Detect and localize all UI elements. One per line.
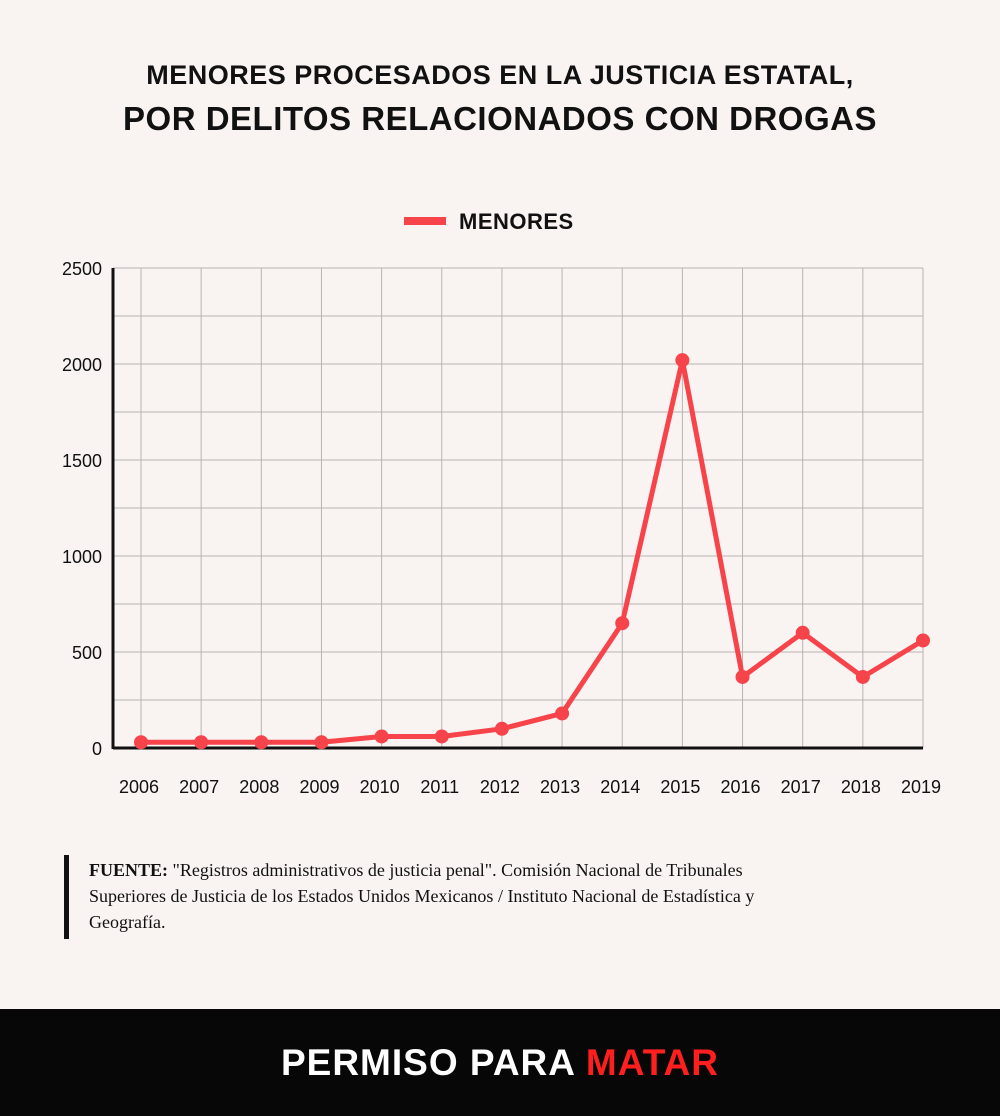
data-point	[735, 669, 750, 684]
y-tick-label: 0	[92, 739, 102, 759]
data-point	[254, 735, 269, 750]
y-tick-label: 1500	[62, 451, 102, 471]
y-tick-label: 1000	[62, 547, 102, 567]
data-point	[314, 735, 329, 750]
x-axis-ticks: 2006 2007 2008 2009 2010 2011 2012 2013 2014 2015…	[119, 777, 941, 797]
data-point	[795, 625, 810, 640]
brand-text-part-1: PERMISO PARA	[280, 1041, 586, 1083]
x-tick-label: 2011	[420, 777, 459, 797]
chart-title-line-2: POR DELITOS RELACIONADOS CON DROGAS	[123, 100, 877, 137]
footer-bar: PERMISO PARA MATAR	[0, 1009, 1000, 1116]
brand-logo: PERMISO PARA MATAR	[281, 1042, 719, 1084]
data-point	[615, 616, 630, 631]
y-tick-label: 2000	[62, 355, 102, 375]
chart-title-line-1: MENORES PROCESADOS EN LA JUSTICIA ESTATA…	[146, 60, 854, 90]
data-point	[675, 353, 690, 368]
y-axis-ticks: 0 500 1000 1500 2000 2500	[62, 259, 102, 759]
source-note: FUENTE: "Registros administrativos de ju…	[64, 855, 809, 939]
series-line-menores	[138, 357, 926, 745]
x-tick-label: 2015	[660, 777, 700, 797]
legend-label: MENORES	[459, 209, 574, 234]
x-tick-label: 2013	[540, 777, 580, 797]
legend: MENORES	[404, 209, 574, 234]
x-tick-label: 2012	[480, 777, 520, 797]
x-tick-label: 2008	[239, 777, 279, 797]
data-point	[494, 721, 509, 736]
data-point	[434, 729, 449, 744]
series-group	[134, 353, 930, 750]
chart-axes	[111, 268, 923, 750]
data-point	[134, 735, 148, 750]
source-label: FUENTE:	[89, 860, 169, 880]
x-tick-label: 2017	[781, 777, 821, 797]
x-tick-label: 2019	[901, 777, 941, 797]
y-tick-label: 500	[72, 643, 102, 663]
x-tick-label: 2009	[299, 777, 339, 797]
source-text: "Registros administrativos de justicia p…	[89, 860, 755, 932]
data-point	[555, 706, 570, 721]
x-tick-label: 2007	[179, 777, 219, 797]
data-point	[194, 735, 209, 750]
x-tick-label: 2016	[721, 777, 761, 797]
x-tick-label: 2018	[841, 777, 881, 797]
x-tick-label: 2010	[360, 777, 400, 797]
brand-text-part-2: MATAR	[585, 1041, 719, 1083]
y-tick-label: 2500	[62, 259, 102, 279]
x-tick-label: 2006	[119, 777, 159, 797]
chart-grid	[113, 267, 924, 748]
data-point	[374, 729, 389, 744]
data-point	[855, 669, 870, 684]
x-tick-label: 2014	[600, 777, 640, 797]
data-point	[916, 633, 930, 648]
